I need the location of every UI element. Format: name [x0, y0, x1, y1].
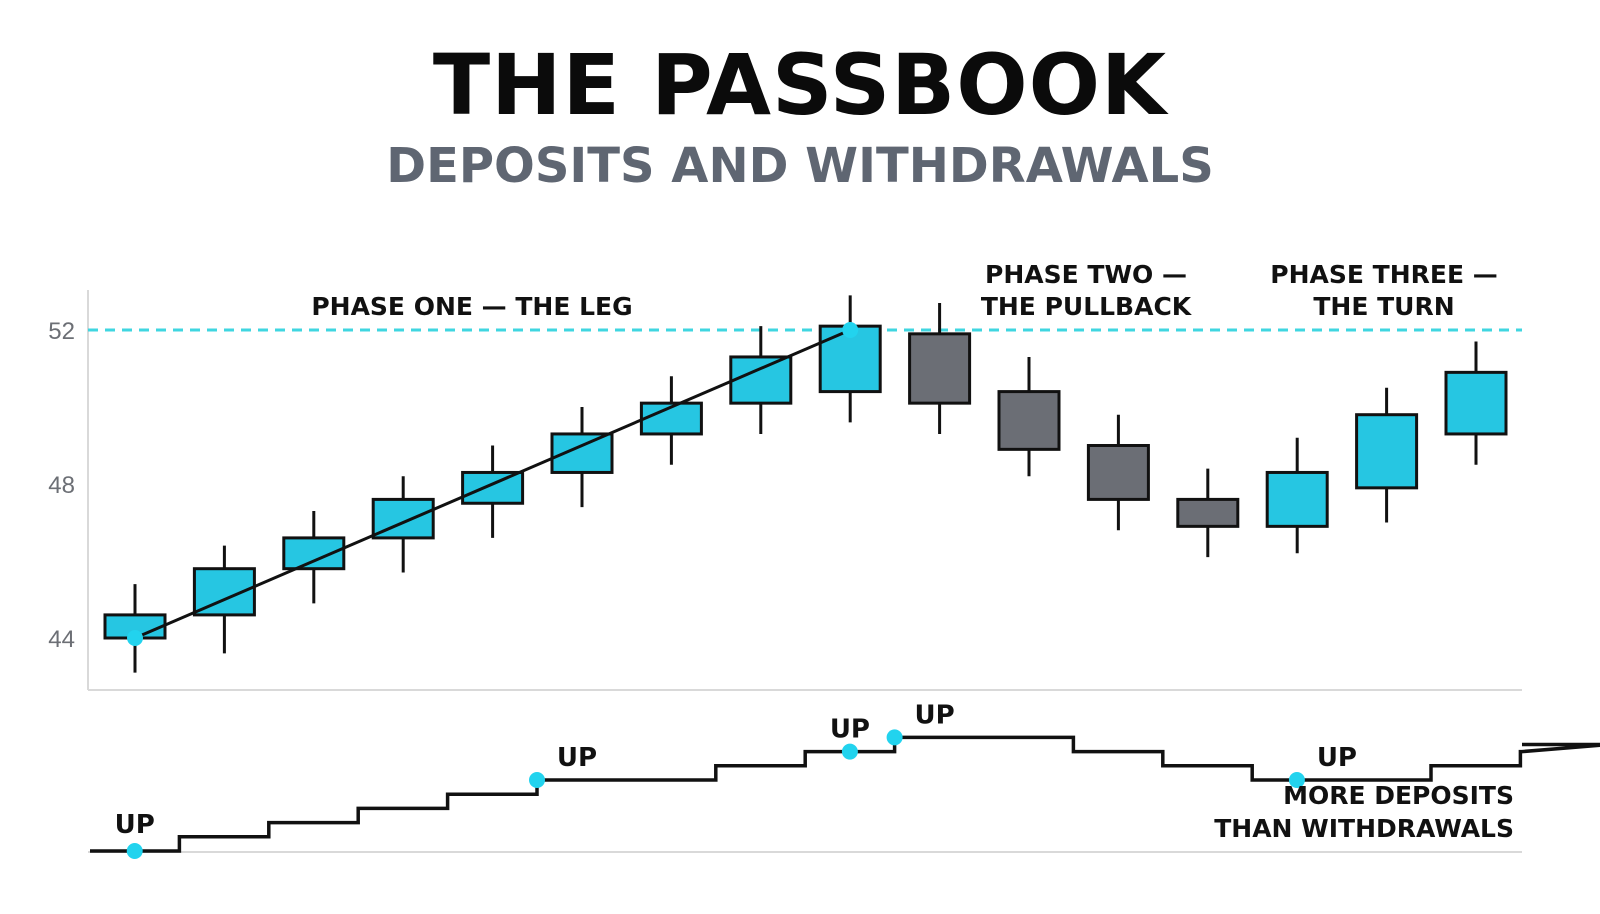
- candle-body: [1265, 470, 1329, 528]
- candle-body: [997, 390, 1061, 451]
- y-tick-label: 48: [48, 472, 75, 499]
- phase-annotation: THE PULLBACK: [981, 292, 1193, 321]
- step-marker-dot: [886, 729, 903, 746]
- step-marker-dot: [841, 743, 858, 760]
- step-marker-dot: [529, 772, 545, 788]
- up-label: UP: [557, 743, 597, 773]
- trend-line: [134, 328, 851, 640]
- step-caption: MORE DEPOSITS: [1283, 781, 1514, 810]
- price-panel: 44 48 52 PHASE ONE — THE LEG PHASE TWO — THE …: [48, 260, 1522, 691]
- phase-annotation: PHASE THREE —: [1270, 260, 1497, 289]
- phase-annotation: PHASE ONE — THE LEG: [311, 292, 632, 321]
- candle-body: [461, 470, 525, 505]
- step-marker-dot: [126, 843, 143, 859]
- balance-step-line: [90, 735, 1600, 853]
- candle-body: [908, 332, 972, 405]
- y-tick-label: 52: [48, 318, 75, 345]
- price-marker-dot: [842, 322, 859, 338]
- candle-body: [1176, 497, 1240, 528]
- step-caption: THAN WITHDRAWALS: [1214, 814, 1514, 843]
- candle-body: [1355, 413, 1419, 490]
- up-label: UP: [830, 715, 870, 745]
- candle-body: [1086, 444, 1150, 501]
- phase-annotation: THE TURN: [1313, 292, 1454, 321]
- y-tick-label: 44: [48, 626, 75, 653]
- phase-annotation: PHASE TWO —: [985, 260, 1187, 289]
- up-label: UP: [115, 810, 155, 840]
- balance-step-panel: UP UP UP UP UP MORE DEPOSITS THAN WITHDRAWALS: [88, 700, 1600, 859]
- candle-body: [729, 355, 793, 405]
- price-marker-dot: [127, 630, 143, 646]
- chart-subtitle: DEPOSITS AND WITHDRAWALS: [386, 138, 1214, 194]
- step-marker-dot: [1288, 772, 1305, 788]
- up-label: UP: [915, 700, 955, 730]
- candle-body: [1444, 370, 1508, 436]
- up-label: UP: [1317, 743, 1357, 773]
- chart-title: THE PASSBOOK: [432, 36, 1168, 134]
